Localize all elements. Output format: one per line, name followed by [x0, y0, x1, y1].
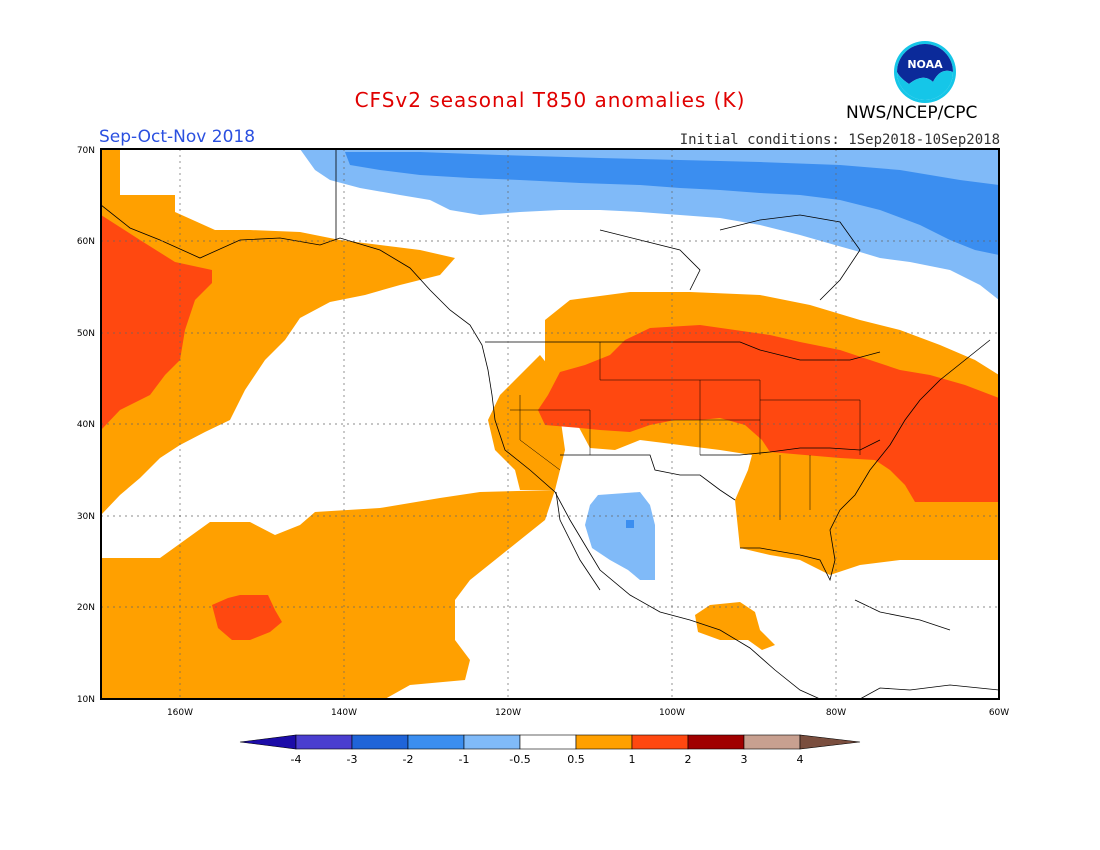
colorbar-label: -0.5 [509, 753, 530, 766]
colorbar-right-arrow [799, 734, 861, 750]
graticule [101, 149, 999, 699]
colorbar-swatch [519, 734, 577, 750]
lat-label: 30N [77, 512, 95, 522]
lon-label: 120W [495, 708, 521, 718]
cool-region-canada [345, 152, 999, 255]
colorbar-label: 1 [629, 753, 636, 766]
coastlines [101, 149, 999, 699]
warm-region-west-coast [488, 355, 565, 490]
cool-region-southwest [585, 492, 655, 580]
colorbar-label: -3 [347, 753, 358, 766]
hot-region-gulf-of-alaska [101, 215, 212, 430]
colorbar-swatch [575, 734, 633, 750]
colorbar-swatch [743, 734, 801, 750]
colorbar-swatch [463, 734, 521, 750]
colorbar-left-arrow [239, 734, 297, 750]
lat-label: 20N [77, 603, 95, 613]
colorbar-label: 4 [797, 753, 804, 766]
longitude-labels: 160W 140W 120W 100W 80W 60W [167, 708, 1009, 718]
logo-text: NOAA [907, 58, 943, 71]
hot-region-hawaii [212, 595, 282, 640]
warm-region-north-pacific [101, 149, 455, 515]
lat-label: 60N [77, 237, 95, 247]
colorbar-swatch [631, 734, 689, 750]
colorbar-label: 3 [741, 753, 748, 766]
lat-label: 10N [77, 695, 95, 705]
lat-label: 50N [77, 329, 95, 339]
lat-label: 70N [77, 146, 95, 156]
cool-spot-southwest [626, 520, 634, 528]
lat-label: 40N [77, 420, 95, 430]
lon-label: 60W [989, 708, 1009, 718]
noaa-logo: NOAA [894, 41, 956, 103]
season-label: Sep-Oct-Nov 2018 [99, 127, 256, 147]
colorbar-swatch [295, 734, 353, 750]
lon-label: 140W [331, 708, 357, 718]
colorbar-swatch [351, 734, 409, 750]
colorbar-label: -4 [291, 753, 302, 766]
colorbar: -4 -3 -2 -1 -0.5 0.5 1 2 3 4 [239, 734, 861, 766]
lon-label: 160W [167, 708, 193, 718]
state-borders [510, 342, 861, 520]
colorbar-label: 0.5 [567, 753, 585, 766]
agency-label: NWS/NCEP/CPC [846, 103, 978, 123]
map-frame [100, 148, 1000, 700]
latitude-labels: 70N 60N 50N 40N 30N 20N 10N [77, 146, 95, 705]
lon-label: 80W [826, 708, 846, 718]
colorbar-swatch [407, 734, 465, 750]
colorbar-label: -1 [459, 753, 470, 766]
lon-label: 100W [659, 708, 685, 718]
colorbar-label: 2 [685, 753, 692, 766]
colorbar-label: -2 [403, 753, 414, 766]
hot-region-east-us [538, 325, 999, 502]
warm-region-subtropical-pacific [101, 490, 555, 699]
initial-conditions-label: Initial conditions: 1Sep2018-10Sep2018 [679, 132, 1000, 148]
colorbar-swatch [687, 734, 745, 750]
warm-region-central-america [695, 602, 775, 650]
map-title: CFSv2 seasonal T850 anomalies (K) [354, 88, 746, 112]
